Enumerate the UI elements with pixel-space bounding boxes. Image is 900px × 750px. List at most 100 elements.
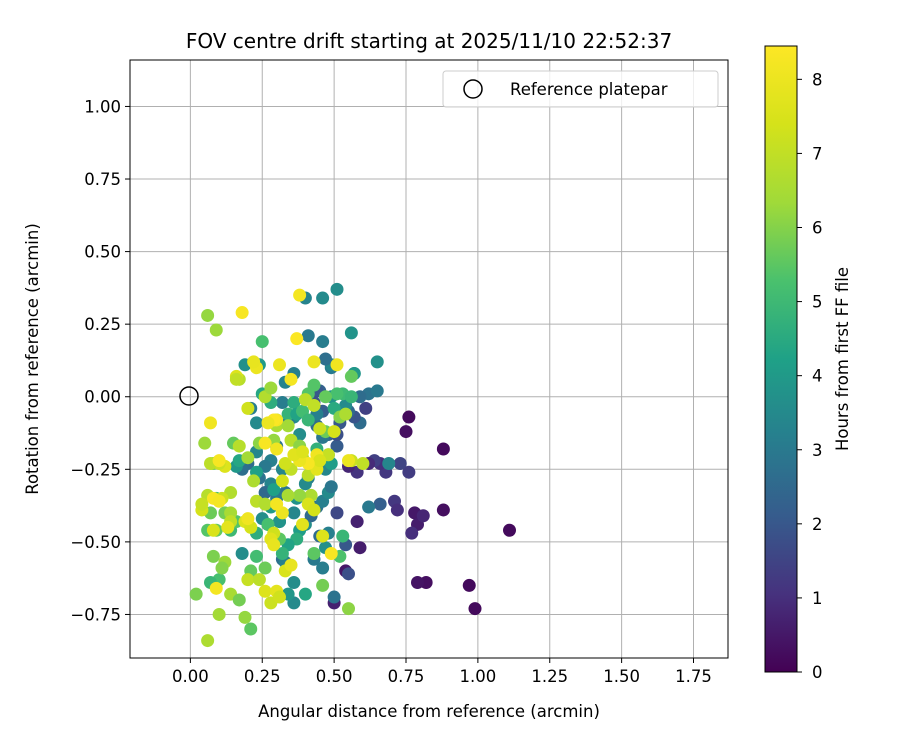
data-point [313,454,327,468]
data-point [250,549,263,563]
data-point [267,483,281,497]
data-point [382,457,396,471]
data-point [232,439,246,453]
y-axis-label: Rotation from reference (arcmin) [23,223,42,495]
y-tick-label: 0.75 [84,170,121,189]
data-point [247,474,261,488]
data-point [402,465,416,479]
data-point [241,512,255,526]
data-point [195,497,209,511]
data-point [252,573,266,587]
data-point [316,578,330,592]
data-point [307,546,321,560]
data-point [336,529,350,543]
data-point [298,587,312,601]
data-point [339,407,353,421]
y-tick-label: −0.75 [70,605,121,624]
data-point [324,546,338,560]
legend-box [442,70,719,108]
data-point [316,529,330,543]
data-point [373,497,387,511]
y-axis: −0.75 −0.50 −0.25 0.00 0.25 0.50 0.75 1.00 [70,97,130,624]
data-point [324,480,338,494]
data-point [189,587,203,601]
data-point [370,384,384,398]
data-point [313,422,327,436]
data-point [330,439,344,453]
data-point [255,335,269,349]
data-point [201,634,215,648]
data-point [241,401,255,415]
colorbar-ticks: 0 1 2 3 4 5 6 7 8 [797,70,823,682]
data-point [241,573,255,587]
data-point [327,590,341,604]
data-point [307,503,321,517]
data-point [278,457,292,471]
data-point [212,607,226,621]
x-tick-label: 0.25 [244,667,281,686]
colorbar-tick-label: 5 [812,293,823,312]
data-point [258,436,272,450]
data-point [229,372,243,386]
data-point [212,454,226,468]
data-point [284,372,298,386]
reference-platepar-marker [179,386,199,406]
data-point [235,546,249,560]
colorbar-tick-label: 7 [812,144,823,163]
legend-label: Reference platepar [510,80,668,99]
data-point [273,590,286,604]
data-point [287,396,301,410]
data-point [287,506,301,520]
colorbar-tick-label: 1 [812,589,823,608]
y-tick-label: 1.00 [84,97,121,116]
data-point [247,355,261,369]
data-point [436,503,450,517]
data-point [399,425,413,439]
legend: Reference platepar [442,70,719,108]
data-point [250,416,263,430]
data-point [307,355,321,369]
data-point [344,326,358,340]
data-point [327,425,341,439]
data-point [319,352,332,366]
colorbar-gradient [764,45,798,673]
data-point [342,454,355,468]
x-tick-label: 0.50 [316,667,353,686]
plot-frame [129,59,729,659]
data-point [209,581,223,595]
data-point [241,451,255,465]
data-point [275,396,289,410]
data-point [296,517,309,531]
data-point [436,442,450,456]
data-point [281,488,295,502]
x-tick-label: 1.00 [460,667,497,686]
data-point [270,442,284,456]
data-point [270,497,284,511]
data-point [273,358,286,372]
data-point [307,398,321,412]
data-point [204,416,217,430]
data-point [344,369,358,383]
data-point [390,503,404,517]
y-tick-label: −0.25 [70,460,121,479]
data-point [261,416,275,430]
data-point [301,413,315,427]
colorbar-tick-label: 0 [812,663,823,682]
data-point [330,387,344,401]
colorbar-tick-label: 4 [812,367,823,386]
data-point [287,576,301,590]
x-axis-label: Angular distance from reference (arcmin) [258,702,600,721]
data-point [356,457,370,471]
data-point [370,355,384,369]
y-tick-label: −0.50 [70,533,121,552]
x-tick-label: 1.50 [603,667,640,686]
data-point [307,378,321,392]
data-point [405,526,419,540]
colorbar-tick-label: 3 [812,441,823,460]
data-point [353,541,367,555]
data-point [316,291,330,305]
data-point [462,578,476,592]
data-point [342,567,355,581]
data-point [344,390,358,404]
data-point [330,282,344,296]
